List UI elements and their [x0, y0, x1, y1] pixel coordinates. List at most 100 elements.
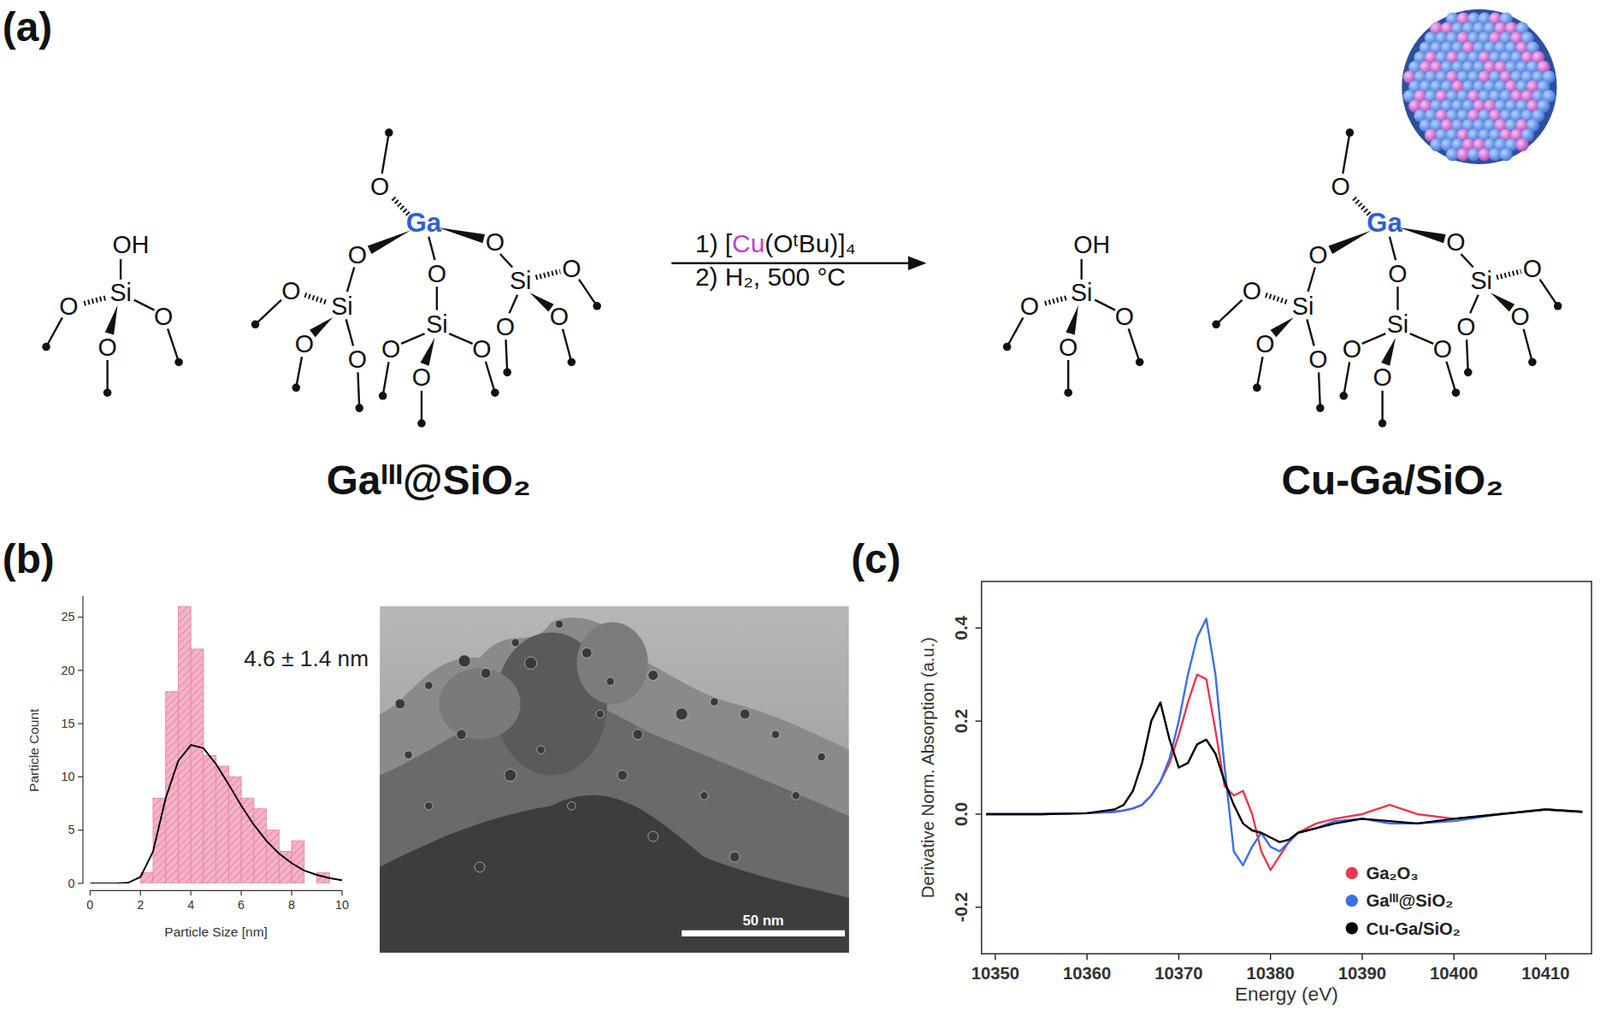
tem-particle — [395, 698, 406, 709]
atom-label: O — [1433, 335, 1453, 363]
tem-particle — [606, 677, 615, 686]
bond — [255, 300, 282, 325]
y-axis-label: Particle Count — [26, 708, 42, 792]
legend-label: Ga₂O₃ — [1365, 863, 1418, 883]
wedge-bond — [105, 305, 119, 336]
x-tick — [1545, 953, 1547, 960]
hashed-bond — [1264, 295, 1287, 302]
atom-label: O — [1020, 292, 1040, 320]
tem-particle — [596, 709, 605, 719]
atom-label: Si — [109, 278, 131, 307]
series-line — [985, 618, 1583, 865]
support — [379, 617, 850, 953]
x-tick-label: 10380 — [1246, 963, 1295, 983]
atom-label: O — [1308, 241, 1328, 269]
atom-sphere — [1515, 138, 1529, 152]
y-tick — [975, 720, 982, 721]
atom-label: O — [1456, 312, 1476, 341]
surface-dot — [1452, 388, 1461, 397]
histogram-bar — [165, 691, 179, 884]
y-axis-label: Derivative Norm. Absorption (a.u.) — [918, 637, 938, 898]
wedge-bond — [420, 337, 436, 367]
hashed-bond — [536, 271, 561, 278]
figure: (a)(b)(c)OHSiOOOGaOOOOSiOOOSiOOOSiOOOOHS… — [0, 0, 1600, 1016]
plot-frame — [981, 581, 1592, 954]
atom-label: O — [348, 241, 367, 269]
bond — [505, 339, 508, 372]
bond — [167, 328, 179, 362]
wedge-bond — [367, 230, 411, 255]
surface-dot — [41, 342, 51, 352]
wedge-bond — [1328, 230, 1371, 255]
y-tick — [975, 627, 982, 629]
x-tick — [1178, 953, 1180, 960]
y-tick-label: 15 — [61, 716, 76, 731]
wedge-bond — [1065, 305, 1079, 336]
hashed-bond — [1352, 196, 1370, 214]
atom-label: O — [412, 363, 431, 391]
tem-particle — [632, 729, 644, 740]
x-axis-label: Energy (eV) — [1234, 982, 1339, 1005]
x-tick-label: 0 — [86, 897, 94, 912]
histogram-bar — [291, 840, 305, 884]
surface-dot — [378, 391, 388, 401]
surface-dot — [174, 358, 184, 367]
x-tick-label: 4 — [187, 897, 195, 912]
bond — [509, 295, 519, 313]
y-tick-label: 20 — [61, 663, 76, 678]
histogram-bar — [216, 766, 230, 884]
y-tick-label: 10 — [61, 769, 76, 784]
tem-particle — [480, 667, 491, 679]
x-tick-label: 10410 — [1521, 963, 1570, 983]
surface-dot — [1003, 342, 1012, 352]
y-tick — [77, 776, 83, 778]
surface-dot — [1339, 391, 1348, 401]
tem-particle — [524, 656, 537, 669]
histogram-bar — [253, 808, 267, 884]
y-tick — [975, 813, 982, 815]
atom-label: O — [59, 292, 78, 320]
hashed-bond — [1496, 271, 1522, 278]
bond — [1342, 132, 1350, 174]
y-tick-label: 0.4 — [951, 614, 971, 640]
atom-label: O — [1342, 335, 1362, 363]
tem-particle — [581, 647, 592, 658]
plot-area — [985, 618, 1583, 870]
tem-particle — [791, 791, 801, 801]
bond — [1381, 390, 1383, 424]
histogram-bar — [203, 755, 217, 884]
x-tick-label: 2 — [136, 897, 144, 912]
atom-label: Si — [1387, 310, 1409, 338]
x-tick-label: 6 — [237, 897, 245, 912]
compound-label: Cu-Ga/SiO₂ — [1281, 457, 1505, 503]
legend-label: Gaᴵᴵᴵ@SiO₂ — [1365, 891, 1453, 910]
bond — [1396, 286, 1399, 310]
histogram-bar — [190, 649, 204, 884]
bond — [485, 361, 496, 393]
tem-particle — [456, 729, 467, 740]
bond — [1362, 333, 1386, 344]
surface-dot — [1346, 128, 1355, 137]
series-line — [985, 674, 1583, 871]
bond — [1128, 328, 1140, 362]
annotation: 4.6 ± 1.4 nm — [243, 645, 369, 672]
bond — [383, 361, 390, 396]
bond — [578, 279, 597, 307]
y-tick-label: 25 — [61, 609, 76, 624]
surface-dot — [1316, 403, 1325, 413]
surface-dot — [103, 388, 113, 397]
surface-dot — [502, 368, 512, 378]
tem-particle — [554, 619, 564, 629]
atom-label: O — [97, 333, 117, 361]
tem-image: 50 nm — [379, 606, 850, 954]
x-tick-label: 8 — [288, 897, 296, 912]
tem-particle — [504, 768, 517, 781]
bond — [357, 371, 360, 408]
atom-label: O — [1115, 302, 1134, 331]
bond — [1007, 317, 1024, 347]
tem-particle — [425, 681, 434, 691]
surface-dot — [417, 419, 426, 428]
bond — [401, 333, 425, 344]
bond — [1080, 259, 1083, 280]
x-tick — [994, 953, 996, 960]
